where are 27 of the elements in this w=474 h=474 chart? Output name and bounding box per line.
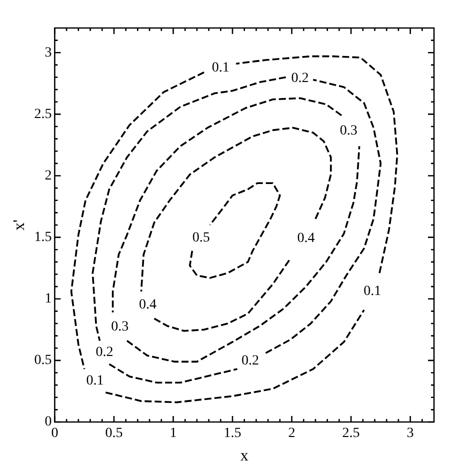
text: 0.4 — [297, 231, 315, 246]
line-series — [188, 182, 281, 279]
text: 0.3 — [340, 123, 358, 138]
y-axis-title: x' — [10, 219, 28, 230]
text: 0.1 — [364, 284, 382, 300]
y-tick-label: 0 — [44, 414, 52, 430]
series-label: 0.2 — [242, 354, 260, 369]
series-label: 0.1 — [86, 373, 104, 388]
series-label: 0.4 — [138, 298, 156, 313]
x-tick-label: 1.5 — [224, 426, 242, 442]
y-tick-label: 3 — [44, 45, 52, 60]
y-tick-label: 0.5 — [34, 353, 52, 368]
x-axis-title: x — [240, 448, 248, 465]
text: 0.2 — [96, 345, 114, 360]
series-label: 0.3 — [111, 319, 129, 334]
x-tick-label: 0.5 — [105, 426, 123, 442]
x-tick-label: 2.5 — [342, 426, 360, 442]
y-tick-label: 1.5 — [34, 230, 52, 245]
y-tick-label: 2 — [44, 168, 52, 184]
text: 0.2 — [291, 71, 309, 86]
text: 0.1 — [212, 60, 230, 76]
x-tick-label: 2 — [288, 426, 296, 442]
y-tick-label: 1 — [44, 292, 52, 307]
y-tick-label: 2.5 — [34, 106, 52, 122]
series-label: 0.5 — [192, 230, 210, 246]
x-tick-label: 1 — [170, 426, 177, 442]
x-tick-label: 3 — [406, 426, 414, 442]
